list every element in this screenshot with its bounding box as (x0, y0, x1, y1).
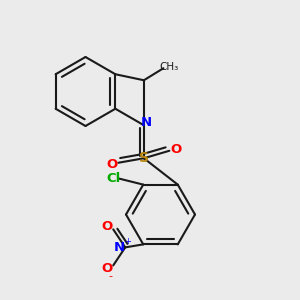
Text: N: N (141, 116, 152, 129)
Text: S: S (139, 151, 149, 165)
Text: O: O (106, 158, 117, 171)
Text: O: O (101, 262, 112, 275)
Text: -: - (109, 272, 113, 281)
Text: +: + (124, 237, 130, 246)
Text: O: O (102, 220, 113, 233)
Text: O: O (170, 143, 182, 156)
Text: N: N (114, 241, 125, 254)
Text: Cl: Cl (106, 172, 120, 185)
Text: CH₃: CH₃ (160, 62, 179, 72)
